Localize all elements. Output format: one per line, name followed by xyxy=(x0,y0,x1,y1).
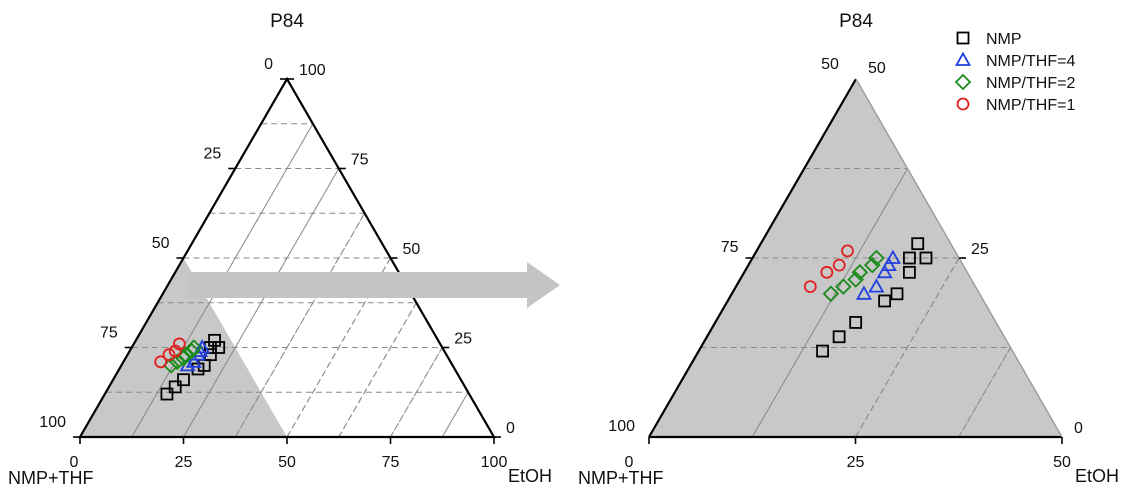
tick-label-right: 50 xyxy=(403,241,421,258)
data-point-square xyxy=(919,251,933,265)
data-point-circle xyxy=(168,344,182,358)
tick-label-bottom: 0 xyxy=(625,454,634,471)
legend-label: NMP/THF=1 xyxy=(986,97,1075,114)
data-point-circle xyxy=(162,348,176,362)
tick-label-right: 75 xyxy=(351,152,369,169)
data-point-square xyxy=(160,387,174,401)
zoom-arrow xyxy=(188,262,560,308)
legend-marker-square xyxy=(956,31,970,45)
ternary-panel-full: 0 25 50 75 100 0 25 50 75 100 100 75 50 25 0 P84 NMP+THF… xyxy=(8,11,552,488)
legend-label: NMP/THF=4 xyxy=(986,53,1075,70)
apex-label-top: P84 xyxy=(270,11,304,32)
gridline-etoh xyxy=(958,347,1011,438)
legend-marker-diamond xyxy=(954,73,972,91)
legend-label: NMP xyxy=(986,31,1022,48)
data-point-circle xyxy=(832,258,846,272)
data-point-diamond xyxy=(185,339,203,356)
chart-legend: NMP NMP/THF=4 NMP/THF=2 NMP/THF=1 xyxy=(954,31,1075,114)
tick-label-left: 50 xyxy=(152,235,170,252)
tick-label-right: 0 xyxy=(506,420,515,437)
gridline-nmp xyxy=(234,212,366,438)
tick-label-bottom: 25 xyxy=(175,454,193,471)
tick-label-left-top: 50 xyxy=(821,56,839,73)
apex-label-right: EtOH xyxy=(1075,466,1119,486)
tick-label-left: 75 xyxy=(100,325,118,342)
tick-label-left: 25 xyxy=(203,146,221,163)
data-point-diamond xyxy=(868,249,885,267)
data-point-square xyxy=(890,287,904,301)
data-point-diamond xyxy=(835,278,852,295)
data-point-triangle xyxy=(185,353,202,368)
tick-label-bottom: 50 xyxy=(1053,454,1071,471)
data-point-square xyxy=(212,341,226,354)
data-point-square xyxy=(903,265,916,279)
data-point-circle xyxy=(820,265,834,279)
data-point-square xyxy=(208,333,221,347)
tick-label-right: 25 xyxy=(454,331,472,348)
tick-label-bottom: 50 xyxy=(278,454,296,471)
data-point-square xyxy=(816,344,829,358)
gridline-etoh xyxy=(338,302,417,438)
data-point-circle xyxy=(154,355,168,369)
tick-label-bottom: 75 xyxy=(382,454,400,471)
data-point-triangle xyxy=(868,278,885,293)
tick-label-bottom: 25 xyxy=(847,454,865,471)
data-point-square xyxy=(911,237,925,251)
tick-label-left: 0 xyxy=(264,56,273,73)
data-point-triangle xyxy=(884,249,901,264)
gridline-nmp xyxy=(751,168,908,438)
tick-label-right: 100 xyxy=(299,62,326,79)
legend-marker-circle xyxy=(956,97,970,111)
apex-label-left: NMP+THF xyxy=(578,468,664,488)
apex-label-left: NMP+THF xyxy=(8,468,94,488)
tick-label-bottom: 100 xyxy=(481,454,508,471)
data-point-diamond xyxy=(847,271,864,288)
gridline-etoh xyxy=(390,347,443,438)
zoom-arrow-shape xyxy=(188,262,560,308)
data-point-diamond xyxy=(822,285,840,303)
data-point-triangle xyxy=(876,263,893,279)
legend-marker-triangle xyxy=(954,51,972,66)
gridline-etoh xyxy=(441,391,469,438)
gridline-nmp xyxy=(183,168,340,438)
data-point-circle xyxy=(172,337,186,351)
data-point-square xyxy=(849,316,863,329)
data-point-square xyxy=(903,251,916,265)
tick-label-right: 0 xyxy=(1074,420,1083,437)
data-point-circle xyxy=(841,244,854,258)
data-point-diamond xyxy=(863,256,881,274)
tick-label-left: 100 xyxy=(608,418,635,435)
apex-label-right: EtOH xyxy=(508,466,552,486)
data-point-diamond xyxy=(851,264,869,281)
data-point-square xyxy=(878,294,891,308)
legend-label: NMP/THF=2 xyxy=(986,75,1075,92)
apex-label-top: P84 xyxy=(839,11,873,32)
data-point-square xyxy=(832,330,846,344)
ternary-panel-zoom: 0 25 50 75 100 50 50 25 0 P84 NMP+THF EtOH xyxy=(578,11,1119,488)
tick-label-bottom: 0 xyxy=(70,454,79,471)
tick-label-right: 50 xyxy=(868,60,886,77)
tick-label-right: 25 xyxy=(971,241,989,258)
data-point-triangle xyxy=(880,256,897,272)
data-point-square xyxy=(168,380,182,394)
tick-label-left: 100 xyxy=(39,414,66,431)
data-point-triangle xyxy=(855,285,873,300)
tick-label-left: 75 xyxy=(721,239,739,256)
data-point-circle xyxy=(803,280,817,294)
gridline-nmp xyxy=(338,302,417,438)
data-point-square xyxy=(177,373,190,387)
gridline-nmp xyxy=(855,257,960,438)
